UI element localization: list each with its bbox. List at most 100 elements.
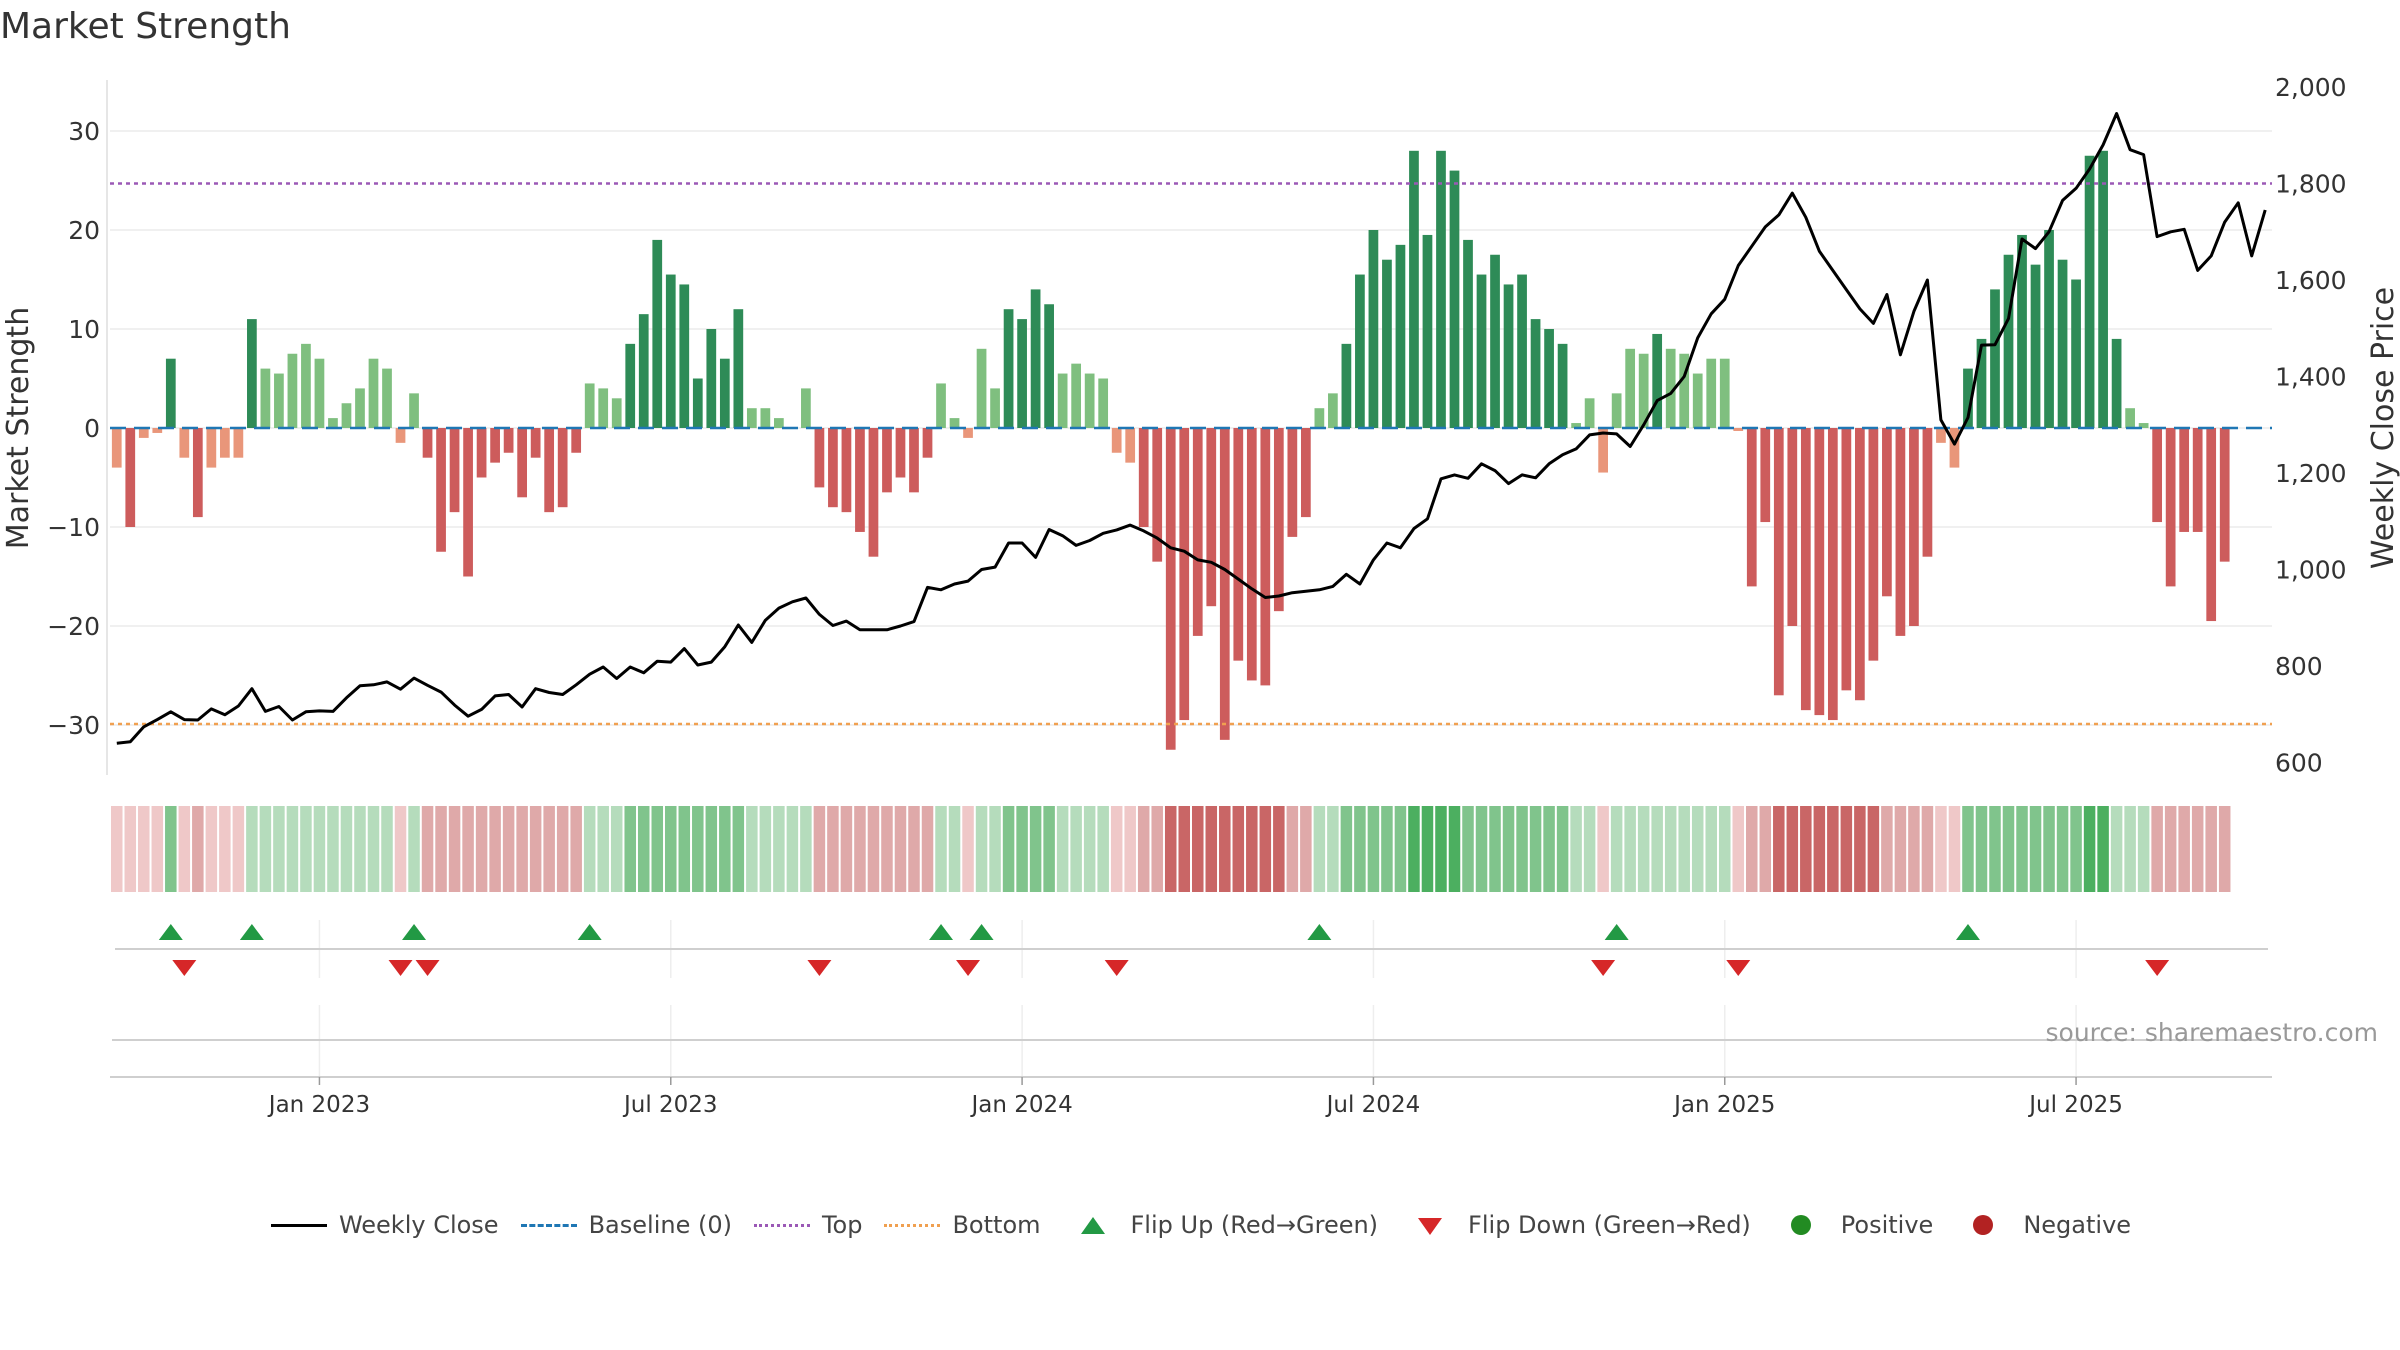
regime-cell — [1462, 806, 1474, 892]
regime-cell — [1097, 806, 1109, 892]
strength-bar — [1355, 274, 1365, 428]
regime-cell — [2218, 806, 2231, 892]
regime-cell — [773, 806, 785, 892]
strength-bar — [1017, 319, 1027, 428]
strength-bar — [828, 428, 838, 508]
regime-cell — [556, 806, 569, 892]
strength-bar — [1179, 428, 1190, 721]
strength-bar — [1760, 428, 1771, 523]
regime-cell — [894, 806, 907, 892]
strength-bar — [449, 428, 460, 513]
regime-cell — [1583, 806, 1596, 892]
strength-bar — [1382, 259, 1392, 428]
strength-bar — [1638, 353, 1649, 428]
regime-cell — [1043, 806, 1055, 892]
y-tick-label: 20 — [68, 216, 100, 245]
strength-bar — [557, 428, 568, 508]
legend-negative: Negative — [1953, 1211, 2131, 1239]
legend-label: Top — [821, 1211, 863, 1239]
strength-bar — [192, 428, 203, 518]
strength-bar — [760, 408, 771, 428]
regime-cell — [2151, 806, 2163, 892]
regime-cell — [1813, 806, 1826, 892]
strength-bar — [990, 388, 1000, 428]
strength-bar — [882, 428, 892, 493]
regime-cell — [124, 806, 137, 892]
strength-bar — [1652, 333, 1663, 428]
strength-bar — [1814, 428, 1825, 716]
strength-bar — [1841, 428, 1852, 691]
flip-down-marker — [1591, 960, 1616, 976]
regime-cell — [759, 806, 772, 892]
regime-cell — [1705, 806, 1717, 892]
legend: Weekly Close Baseline (0) Top Bottom Fli… — [0, 1205, 2400, 1245]
y-tick-label: −10 — [47, 513, 100, 542]
regime-cell — [1718, 806, 1731, 892]
regime-cell — [678, 806, 691, 892]
regime-cell — [138, 806, 150, 892]
strength-bar — [1882, 428, 1892, 597]
regime-cell — [1529, 806, 1542, 892]
regime-cell — [1056, 806, 1069, 892]
y2-tick-label: 2,000 — [2275, 73, 2347, 102]
regime-cell — [800, 806, 812, 892]
regime-cell — [2056, 806, 2069, 892]
strength-bar — [774, 418, 784, 428]
strength-bar — [1855, 428, 1865, 701]
strength-bar — [1152, 428, 1163, 562]
regime-cell — [867, 806, 880, 892]
circle-red-icon — [1953, 1215, 2013, 1235]
regime-cell — [1732, 806, 1745, 892]
regime-cell — [448, 806, 461, 892]
strength-bar — [1409, 150, 1419, 429]
regime-cell — [705, 806, 718, 892]
x-tick-label: Jul 2024 — [1325, 1092, 1421, 1118]
regime-cell — [1448, 806, 1461, 892]
legend-bottom: Bottom — [882, 1211, 1041, 1239]
strength-bar — [855, 428, 865, 532]
regime-cell — [719, 806, 731, 892]
strength-bar — [936, 383, 946, 428]
strength-bar — [1003, 309, 1014, 428]
strength-bar — [1895, 428, 1906, 636]
regime-cell — [1246, 806, 1258, 892]
strength-bar — [1111, 428, 1122, 453]
regime-cell — [1921, 806, 1934, 892]
y-tick-label: 30 — [68, 117, 100, 146]
legend-label: Flip Down (Green→Red) — [1468, 1211, 1751, 1239]
strength-bar — [2219, 428, 2230, 562]
flip-up-marker — [969, 924, 994, 940]
strength-bar — [1787, 428, 1798, 626]
x-tick-label: Jul 2023 — [622, 1092, 718, 1118]
regime-cell — [1137, 806, 1150, 892]
regime-cell — [1678, 806, 1690, 892]
regime-cell — [1381, 806, 1393, 892]
legend-positive: Positive — [1771, 1211, 1933, 1239]
strength-bar — [287, 353, 298, 428]
flip-down-marker — [2145, 960, 2170, 976]
legend-line-swatch — [269, 1215, 329, 1235]
regime-cell — [1408, 806, 1420, 892]
regime-cell — [921, 806, 934, 892]
strength-bar — [2071, 279, 2081, 428]
regime-cell — [1327, 806, 1339, 892]
flip-down-marker — [388, 960, 413, 976]
strength-bar — [2111, 338, 2122, 428]
regime-cell — [489, 806, 501, 892]
strength-bar — [1287, 428, 1298, 537]
regime-cell — [1664, 806, 1677, 892]
strength-bar — [1827, 428, 1838, 721]
y-tick-label: −30 — [47, 711, 100, 740]
strength-bar — [1057, 373, 1068, 428]
regime-cell — [1854, 806, 1866, 892]
legend-weekly-close: Weekly Close — [269, 1211, 499, 1239]
regime-cell — [1002, 806, 1015, 892]
strength-bar — [963, 428, 973, 438]
strength-bar — [2084, 155, 2095, 428]
regime-cell — [2164, 806, 2177, 892]
strength-bar — [368, 358, 379, 428]
regime-cell — [637, 806, 650, 892]
regime-cell — [2137, 806, 2150, 892]
flip-up-marker — [239, 924, 264, 940]
regime-cell — [1597, 806, 1609, 892]
